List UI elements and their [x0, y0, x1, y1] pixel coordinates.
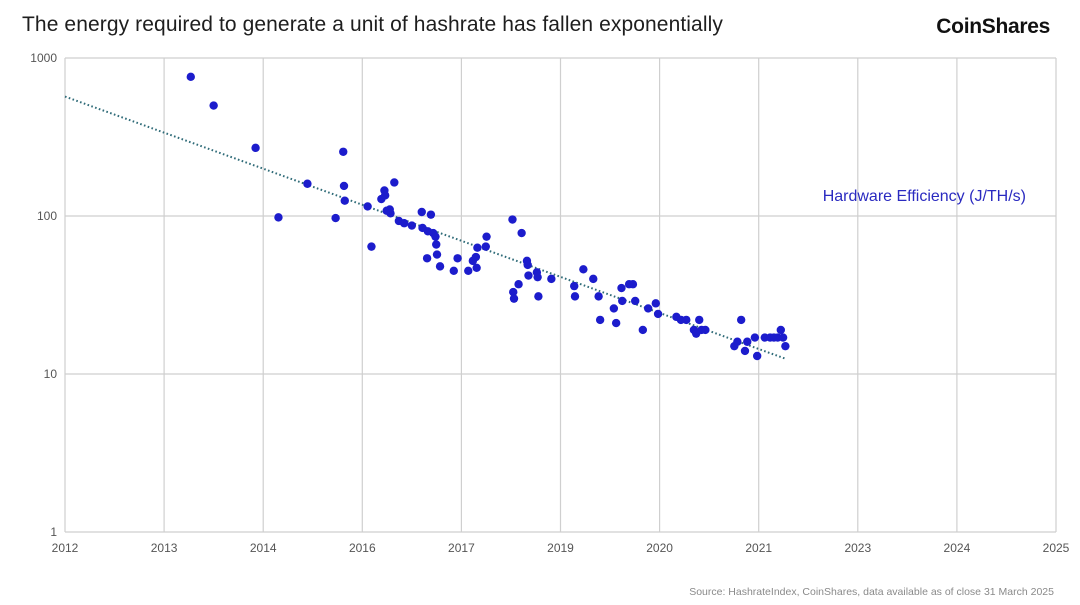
y-tick-label: 100 — [37, 209, 57, 223]
y-tick-label: 1 — [50, 525, 57, 539]
x-tick-label: 2023 — [844, 541, 871, 555]
data-point — [695, 315, 704, 325]
data-point — [435, 262, 445, 271]
data-point — [752, 351, 762, 361]
data-point — [339, 147, 348, 156]
data-point — [331, 213, 340, 223]
series-label: Hardware Efficiency (J/TH/s) — [823, 188, 1026, 205]
data-point — [340, 196, 349, 205]
data-points — [186, 72, 790, 361]
x-tick-label: 2017 — [448, 541, 475, 555]
x-tick-label: 2020 — [646, 541, 673, 555]
data-point — [209, 101, 218, 110]
data-point — [595, 315, 605, 325]
data-point — [363, 202, 372, 211]
data-point — [473, 243, 482, 252]
data-point — [618, 296, 627, 306]
data-point — [617, 283, 626, 293]
data-point — [251, 143, 260, 153]
data-point — [339, 181, 349, 191]
data-point — [631, 296, 640, 306]
data-point — [778, 333, 788, 342]
coinshares-logo: CoinShares — [936, 15, 1050, 38]
y-axis: 1 10 100 1000 — [30, 51, 57, 539]
data-point — [449, 266, 458, 275]
data-point — [432, 250, 442, 259]
data-point — [579, 265, 588, 274]
x-tick-label: 2013 — [151, 541, 178, 555]
data-point — [508, 215, 517, 224]
data-point — [431, 232, 440, 241]
x-tick-label: 2014 — [250, 541, 277, 555]
x-tick-label: 2021 — [745, 541, 772, 555]
data-point — [570, 292, 580, 301]
data-point — [638, 325, 648, 335]
data-point — [422, 254, 432, 263]
data-point — [509, 294, 519, 303]
data-point — [589, 274, 598, 284]
x-tick-label: 2024 — [944, 541, 971, 555]
data-point — [609, 304, 619, 313]
y-tick-label: 10 — [44, 367, 58, 381]
data-point — [274, 213, 283, 222]
data-point — [653, 309, 663, 319]
data-point — [533, 272, 542, 282]
data-point — [367, 242, 376, 251]
data-point — [303, 179, 312, 188]
data-point — [750, 333, 760, 342]
x-axis: 2012 2013 2014 2016 2017 2019 2020 2021 2023 2024… — [52, 541, 1070, 555]
data-point — [776, 325, 786, 335]
data-point — [523, 260, 532, 270]
x-tick-label: 2025 — [1043, 541, 1070, 555]
data-point — [380, 191, 390, 200]
source-note: Source: HashrateIndex, CoinShares, data … — [689, 586, 1054, 598]
data-point — [682, 315, 691, 325]
data-point — [400, 219, 409, 228]
data-point — [611, 318, 621, 328]
data-point — [547, 274, 556, 284]
data-point — [464, 266, 473, 275]
data-point — [524, 271, 533, 280]
data-point — [643, 304, 653, 313]
data-point — [509, 287, 518, 297]
data-point — [426, 210, 436, 219]
x-tick-label: 2016 — [349, 541, 376, 555]
data-point — [570, 281, 579, 291]
y-tick-label: 1000 — [30, 51, 57, 65]
x-tick-label: 2019 — [547, 541, 574, 555]
data-point — [743, 337, 752, 346]
data-point — [781, 341, 790, 351]
x-tick-label: 2012 — [52, 541, 79, 555]
data-point — [701, 325, 710, 335]
chart-title: The energy required to generate a unit o… — [22, 13, 723, 36]
data-point — [186, 72, 195, 82]
data-point — [386, 209, 395, 218]
data-point — [390, 178, 399, 187]
data-point — [740, 346, 750, 356]
data-point — [481, 242, 490, 251]
data-point — [594, 292, 603, 301]
data-point — [453, 254, 462, 263]
data-point — [517, 228, 526, 238]
data-point — [482, 232, 491, 241]
data-point — [471, 252, 481, 262]
chart-grid — [64, 57, 1057, 533]
data-point — [651, 299, 660, 308]
data-point — [432, 240, 441, 249]
data-point — [534, 292, 543, 301]
data-point — [628, 280, 638, 289]
data-point — [472, 263, 481, 273]
data-point — [733, 337, 742, 346]
data-point — [407, 221, 417, 230]
data-point — [736, 315, 746, 325]
data-point — [417, 207, 426, 217]
data-point — [514, 280, 523, 289]
